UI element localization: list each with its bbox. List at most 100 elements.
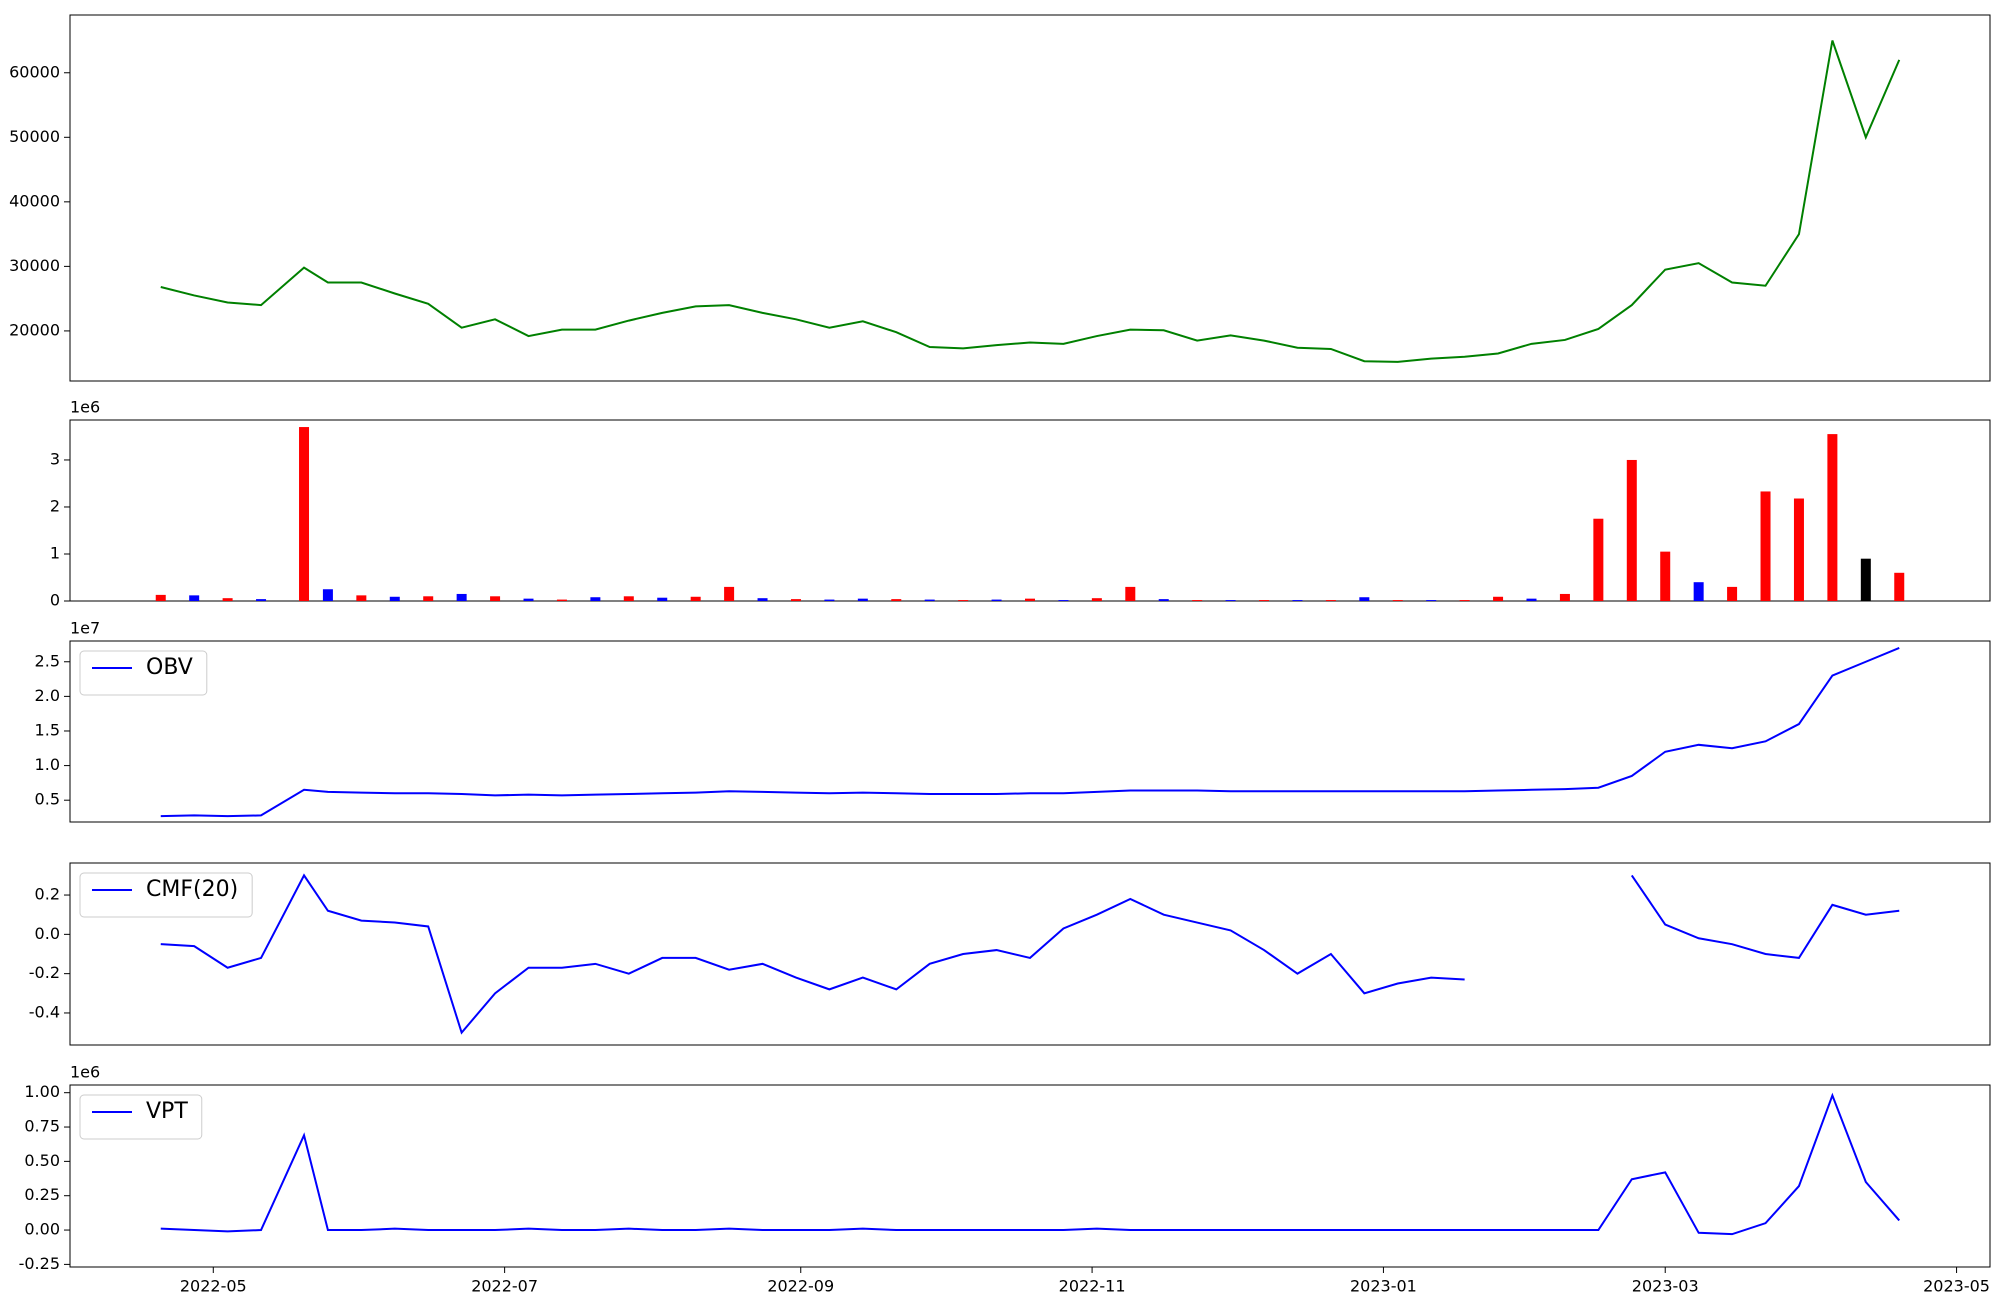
- y-tick-label: 2.0: [35, 686, 60, 705]
- legend-label: VPT: [146, 1099, 188, 1124]
- legend-box: [79, 872, 253, 918]
- plot-frame: [69, 14, 1991, 382]
- bar: [1192, 600, 1203, 601]
- bar: [1593, 518, 1604, 601]
- line: [160, 1092, 1901, 1236]
- y-offset-label: 1e6: [70, 398, 100, 417]
- bar: [256, 599, 267, 601]
- x-tick-label: 2022-05: [180, 1277, 247, 1296]
- bar: [690, 596, 701, 601]
- bar: [389, 596, 400, 601]
- y-tick-label: 30000: [9, 256, 60, 275]
- bar: [322, 589, 333, 601]
- bar: [456, 593, 467, 601]
- bar: [1392, 600, 1403, 601]
- y-tick-label: -0.25: [19, 1254, 60, 1273]
- y-tick-label: 50000: [9, 127, 60, 146]
- bar: [490, 596, 501, 601]
- bar: [222, 598, 233, 601]
- y-tick-label: -0.4: [29, 1002, 60, 1021]
- y-tick-label: 1: [50, 543, 60, 562]
- plot-frame: [69, 862, 1991, 1046]
- legend-box: [79, 1094, 203, 1140]
- y-tick-label: 0: [50, 591, 60, 610]
- y-tick-label: 60000: [9, 62, 60, 81]
- bar: [824, 599, 835, 601]
- bar: [1626, 459, 1637, 601]
- bar: [423, 596, 434, 601]
- panel: 0 1 2 3 1e6: [50, 398, 1991, 610]
- bar: [891, 599, 902, 601]
- bar: [1025, 598, 1035, 601]
- legend: CMF(20): [79, 872, 253, 918]
- x-tick-label: 2022-09: [767, 1277, 834, 1296]
- bar: [991, 599, 1002, 601]
- y-tick-label: -0.2: [29, 963, 60, 982]
- y-tick-label: 0.2: [35, 885, 60, 904]
- bar: [1058, 600, 1069, 601]
- bar: [1091, 598, 1102, 601]
- x-tick-label: 2023-05: [1923, 1277, 1990, 1296]
- bar: [1125, 586, 1136, 601]
- bar: [757, 598, 768, 601]
- bar: [523, 598, 534, 601]
- y-offset-label: 1e7: [70, 619, 100, 638]
- bar: [1559, 593, 1570, 601]
- bar: [724, 586, 735, 601]
- bar: [657, 597, 668, 601]
- y-tick-label: 0.0: [35, 924, 60, 943]
- x-tick-label: 2022-07: [471, 1277, 538, 1296]
- legend: VPT: [79, 1094, 203, 1140]
- bar: [1760, 491, 1771, 601]
- bar: [1693, 582, 1704, 601]
- bar: [590, 597, 601, 601]
- y-tick-label: 0.25: [24, 1185, 60, 1204]
- bar: [1426, 600, 1437, 601]
- bar: [1292, 600, 1303, 601]
- y-tick-label: 3: [50, 449, 60, 468]
- panel: 0.5 1.0 1.5 2.0 2.5 1e7 OBV: [35, 619, 1991, 823]
- bar: [958, 600, 969, 601]
- bar: [1325, 600, 1336, 601]
- y-tick-label: 2.5: [35, 651, 60, 670]
- bar: [1727, 586, 1738, 601]
- bar: [1660, 551, 1671, 601]
- bar: [356, 595, 367, 601]
- panel: -0.4 -0.2 0.0 0.2 CMF(20): [29, 862, 1991, 1046]
- y-tick-label: 1.5: [35, 720, 60, 739]
- panel: -0.25 0.00 0.25 0.50 0.75 1.00 1e6 2022-05 2022-…: [19, 1063, 1991, 1296]
- x-tick-label: 2023-03: [1632, 1277, 1699, 1296]
- line: [160, 873, 1900, 1035]
- line: [160, 646, 1900, 818]
- bar: [1158, 599, 1169, 601]
- bar: [623, 596, 634, 601]
- legend-label: OBV: [146, 655, 193, 680]
- bar: [155, 594, 166, 601]
- bar: [857, 598, 868, 601]
- legend: OBV: [79, 650, 208, 696]
- plot-frame: [69, 1084, 1991, 1268]
- plot-frame: [69, 640, 1991, 823]
- y-tick-label: 40000: [9, 191, 60, 210]
- y-offset-label: 1e6: [70, 1063, 100, 1082]
- bar: [556, 599, 567, 601]
- legend-label: CMF(20): [146, 877, 238, 902]
- bar: [1526, 598, 1537, 601]
- panel: 20000 30000 40000 50000 60000: [9, 14, 1991, 382]
- bar: [1860, 558, 1871, 601]
- plot-frame: [69, 419, 1991, 602]
- y-tick-label: 0.5: [35, 790, 60, 809]
- bar: [299, 427, 310, 601]
- bar: [1259, 600, 1270, 601]
- x-tick-label: 2023-01: [1350, 1277, 1417, 1296]
- bar: [924, 599, 935, 601]
- y-tick-label: 1.00: [24, 1082, 60, 1101]
- y-tick-label: 20000: [9, 320, 60, 339]
- bar: [1793, 498, 1804, 601]
- x-tick-label: 2022-11: [1059, 1277, 1126, 1296]
- bar: [1359, 597, 1370, 601]
- legend-box: [79, 650, 208, 696]
- bar: [189, 595, 200, 601]
- y-tick-label: 2: [50, 496, 60, 515]
- y-tick-label: 0.00: [24, 1220, 60, 1239]
